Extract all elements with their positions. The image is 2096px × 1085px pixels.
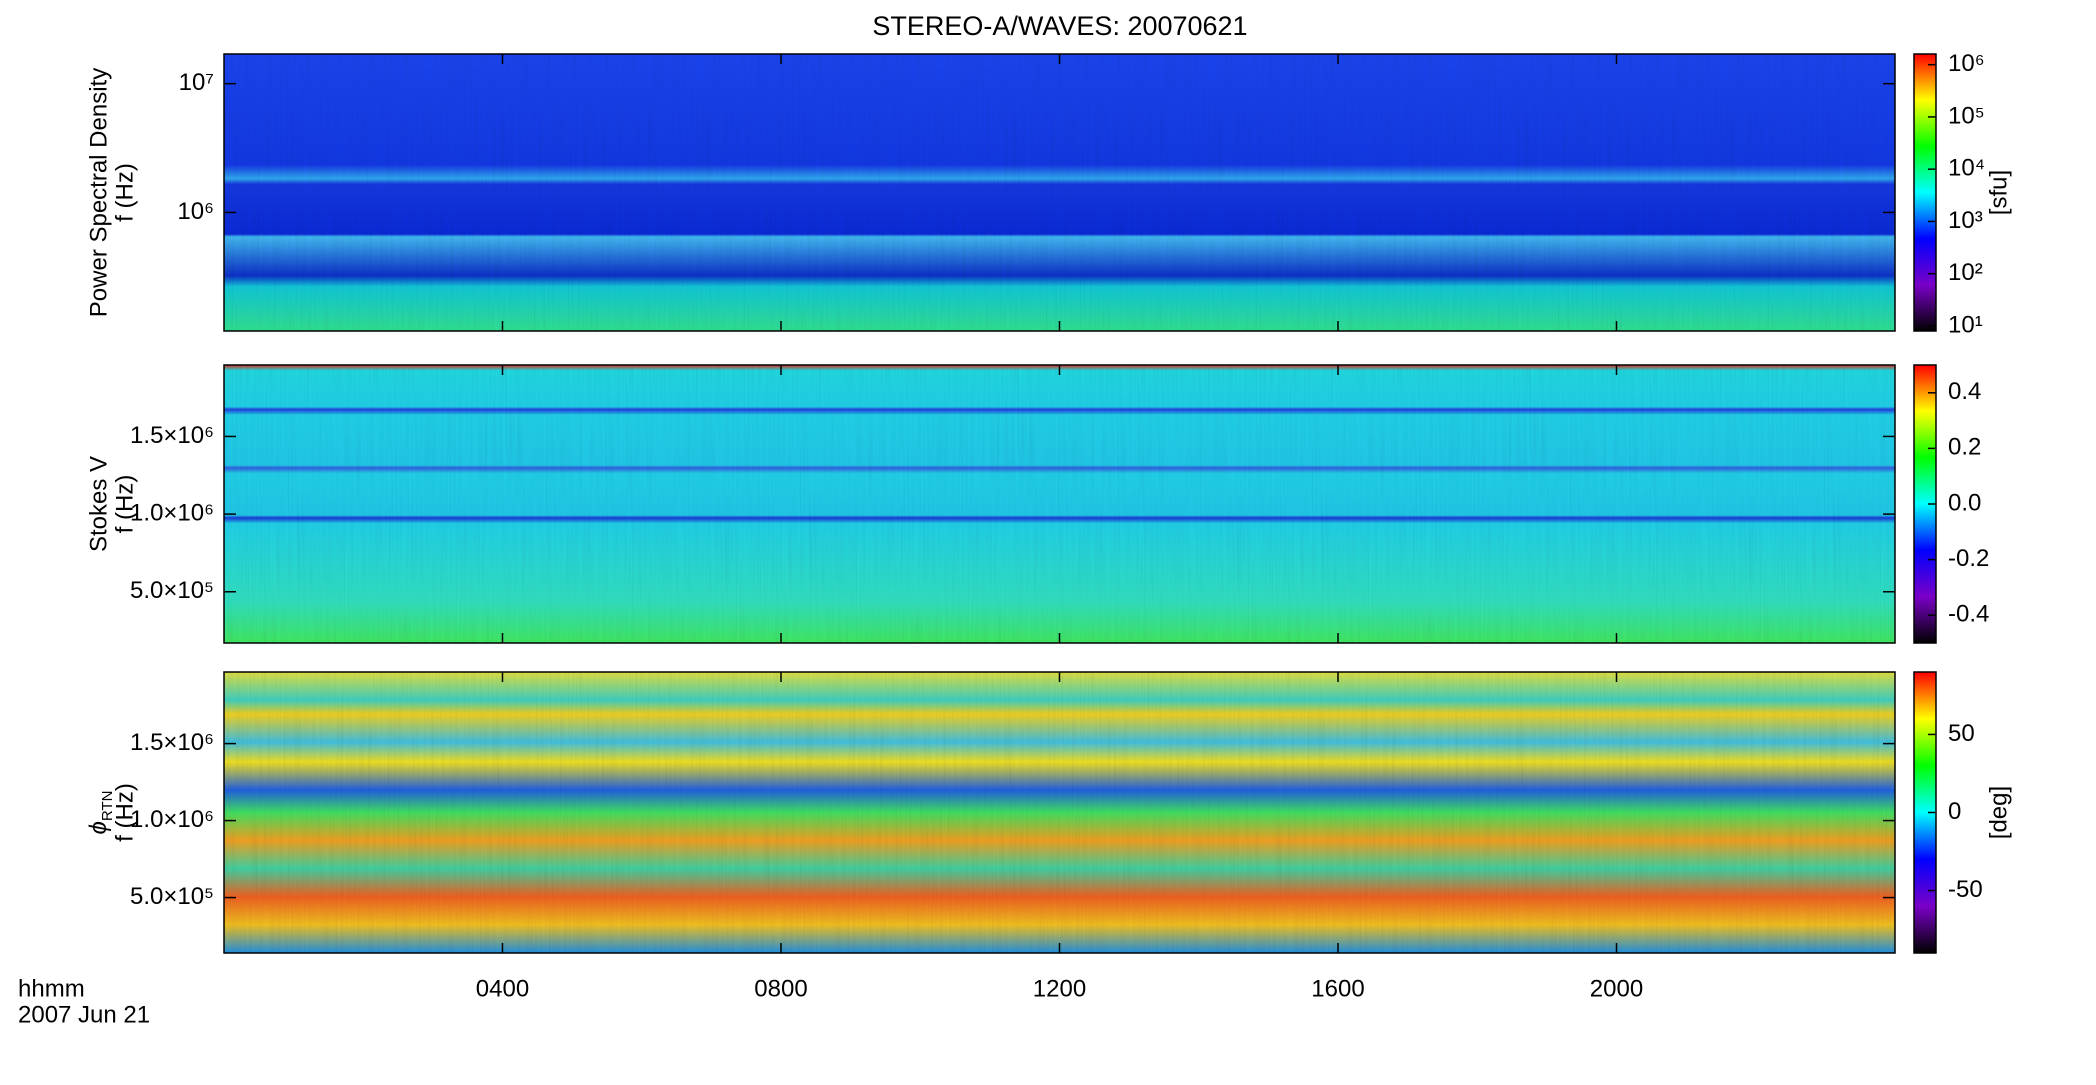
colorbar-tick-label: 10¹	[1948, 311, 1983, 338]
y-axis-symbol: ϕ	[85, 821, 112, 834]
colorbar-tick-label: -50	[1948, 876, 1983, 903]
colorbar-label: [deg]	[1985, 786, 2012, 839]
colorbar	[1913, 53, 1937, 332]
x-tick-label: 0800	[754, 975, 807, 1002]
y-axis-label: f (Hz)	[111, 163, 138, 222]
y-axis-label: f (Hz)	[111, 475, 138, 534]
y-tick-label: 1.5×10⁶	[130, 729, 214, 756]
x-tick-label: 2000	[1590, 975, 1643, 1002]
x-axis-sublabel: 2007 Jun 21	[18, 1001, 150, 1028]
y-axis-title: ϕRTN	[85, 791, 116, 835]
spectrogram-texture	[224, 54, 1895, 331]
colorbar-tick-label: 50	[1948, 720, 1975, 747]
y-tick-label: 1.0×10⁶	[130, 806, 214, 833]
y-tick-label: 1.5×10⁶	[130, 422, 214, 449]
y-axis-label: f (Hz)	[111, 783, 138, 842]
y-axis-subscript: RTN	[99, 791, 116, 822]
colorbar-tick-label: 10²	[1948, 259, 1983, 286]
spectrogram-texture	[224, 672, 1895, 953]
colorbar-tick-label: 0.4	[1948, 378, 1981, 405]
x-tick-label: 1200	[1033, 975, 1086, 1002]
colorbar-tick-label: 10³	[1948, 207, 1983, 234]
colorbar-tick-label: -0.4	[1948, 601, 1989, 628]
colorbar-tick-label: 0.2	[1948, 434, 1981, 461]
figure-title: STEREO-A/WAVES: 20070621	[872, 11, 1247, 41]
y-tick-label: 5.0×10⁵	[130, 883, 214, 910]
y-axis-title: Power Spectral Density	[85, 68, 112, 317]
colorbar-tick-label: -0.2	[1948, 545, 1989, 572]
x-tick-label: 1600	[1311, 975, 1364, 1002]
x-tick-label: 0400	[476, 975, 529, 1002]
colorbar-label: [sfu]	[1985, 170, 2012, 215]
y-tick-label: 1.0×10⁶	[130, 499, 214, 526]
colorbar-tick-label: 0.0	[1948, 489, 1981, 516]
y-tick-label: 10⁶	[177, 198, 214, 225]
y-tick-label: 10⁷	[179, 69, 214, 96]
colorbar-tick-label: 10⁴	[1948, 155, 1985, 182]
y-axis-title: Stokes V	[85, 456, 112, 552]
colorbar-tick-label: 10⁶	[1948, 50, 1985, 77]
spectrogram-texture	[224, 365, 1895, 643]
colorbar-tick-label: 10⁵	[1948, 102, 1985, 129]
y-tick-label: 5.0×10⁵	[130, 577, 214, 604]
colorbar-tick-label: 0	[1948, 798, 1961, 825]
x-axis-label: hhmm	[18, 975, 85, 1002]
